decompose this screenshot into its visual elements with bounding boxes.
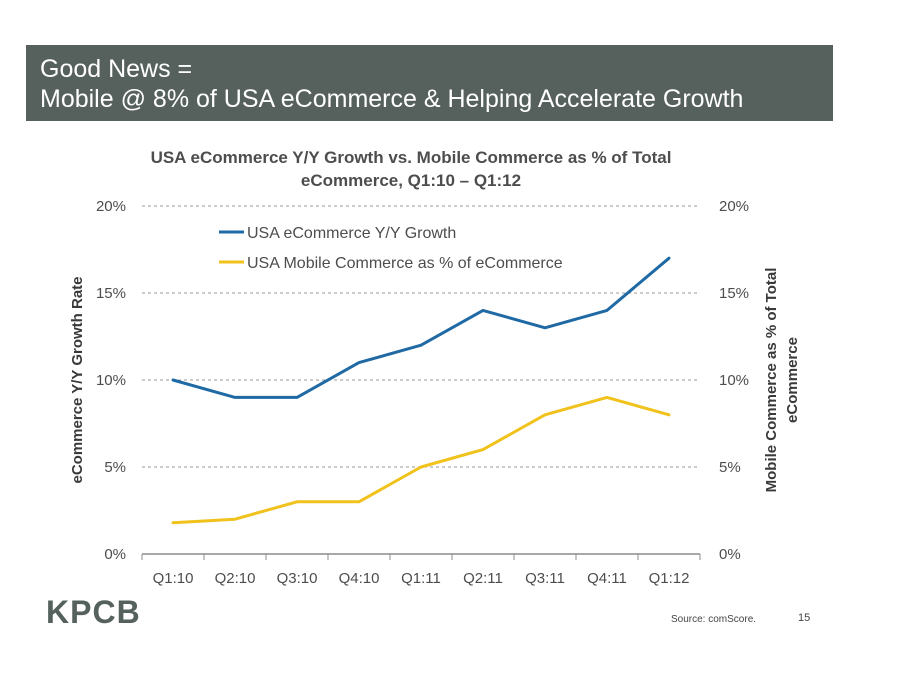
x-tick-label: Q1:11 [401,570,441,587]
slide-title-banner: Good News = Mobile @ 8% of USA eCommerce… [26,45,833,121]
page-number: 15 [798,612,811,624]
legend: USA eCommerce Y/Y Growth USA Mobile Comm… [219,225,563,272]
slide-title-line-1: Good News = [40,55,193,83]
y-tick-label: 10% [96,372,126,389]
slide-title-line-2: Mobile @ 8% of USA eCommerce & Helping A… [40,85,744,113]
x-tick-label: Q4:10 [339,570,380,587]
gridlines [142,205,700,468]
y-tick-label: 5% [104,459,126,476]
x-tick-label: Q2:10 [215,570,256,587]
y2-tick-label: 10% [719,372,749,389]
y2-tick-label: 0% [719,546,741,563]
legend-label-mobile: USA Mobile Commerce as % of eCommerce [247,255,563,272]
source-note: Source: comScore. [671,614,757,625]
x-tick-label: Q1:12 [649,570,690,587]
chart-title-line-1: USA eCommerce Y/Y Growth vs. Mobile Comm… [151,148,672,167]
series-line-growth [171,256,671,399]
y-tick-label: 0% [104,546,126,563]
x-tick-label: Q3:11 [525,570,565,587]
x-tick-label: Q4:11 [587,570,627,587]
y2-tick-label: 20% [719,198,749,215]
y2-tick-label: 5% [719,459,741,476]
y2-tick-label: 15% [719,285,749,302]
kpcb-logo: KPCB [46,594,141,630]
y2-axis-title-line-1: Mobile Commerce as % of Total [763,268,780,493]
legend-label-growth: USA eCommerce Y/Y Growth [247,225,456,242]
x-tick-label: Q1:10 [153,570,194,587]
left-axis-ticks: 0% 5% 10% 15% 20% [96,198,126,563]
series-lines [171,256,671,525]
y-axis-title: eCommerce Y/Y Growth Rate [69,276,86,483]
y-tick-label: 15% [96,285,126,302]
x-tick-label: Q2:11 [463,570,503,587]
x-tick-label: Q3:10 [277,570,318,587]
right-axis-ticks: 0% 5% 10% 15% 20% [719,198,749,563]
series-line-mobile [171,395,671,525]
y-tick-label: 20% [96,198,126,215]
chart-title-line-2: eCommerce, Q1:10 – Q1:12 [301,171,521,190]
x-axis: Q1:10 Q2:10 Q3:10 Q4:10 Q1:11 Q2:11 Q3:11 Q4:11… [141,553,701,587]
y2-axis-title-line-2: eCommerce [784,337,801,423]
